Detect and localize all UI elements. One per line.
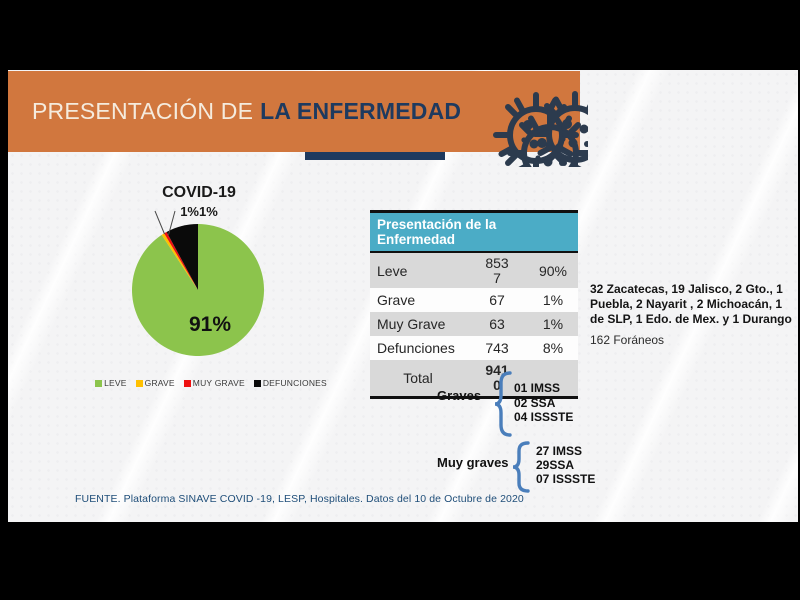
header-accent-bar — [305, 152, 445, 160]
page-title-regular: PRESENTACIÓN DE — [32, 98, 254, 124]
cell-value: 63 — [489, 316, 505, 333]
cell-value: 853 7 — [485, 255, 509, 286]
pie-slice-defunciones — [166, 224, 198, 290]
table-header: Presentación de la Enfermedad — [370, 213, 578, 253]
cell-value: 743 — [485, 340, 509, 357]
source-footnote: FUENTE. Plataforma SINAVE COVID -19, LES… — [75, 493, 524, 505]
table-row-grave: Grave 67 1% — [370, 288, 578, 313]
muy-graves-bracket — [512, 441, 530, 493]
cell-label: Defunciones — [377, 340, 455, 357]
header-banner: PRESENTACIÓN DE LA ENFERMEDAD — [8, 71, 580, 152]
cell-percent: 90% — [538, 262, 568, 279]
graves-item-imss: 01 IMSS — [514, 381, 561, 395]
page-title-bold: LA ENFERMEDAD — [260, 98, 462, 124]
slide-canvas: PRESENTACIÓN DE LA ENFERMEDAD — [8, 70, 798, 522]
cell-label: Grave — [377, 292, 416, 309]
legend-item-grave: GRAVE — [135, 378, 175, 388]
legend-swatch-grave — [135, 379, 143, 387]
graves-item-ssa: 02 SSA — [514, 395, 556, 410]
legend-item-leve: LEVE — [95, 378, 127, 388]
cell-percent: 1% — [542, 316, 564, 333]
legend-label-muy-grave: MUY GRAVE — [192, 378, 245, 388]
muy-graves-item-ssa: 29SSA — [536, 458, 575, 472]
page-title: PRESENTACIÓN DE LA ENFERMEDAD — [32, 98, 461, 125]
graves-breakdown: 01 IMSS 02 SSA 04 ISSSTE — [514, 381, 573, 425]
legend-item-muy-grave: MUY GRAVE — [183, 378, 245, 388]
legend-label-grave: GRAVE — [144, 378, 175, 388]
table-row-leve: Leve 853 7 90% — [370, 253, 578, 289]
legend-swatch-muy-grave — [183, 379, 191, 387]
graves-bracket — [494, 371, 512, 437]
table-row-muy-grave: Muy Grave 63 1% — [370, 312, 578, 337]
pie-callout-lines — [154, 210, 176, 236]
graves-label: Graves — [437, 388, 482, 403]
pie-chart — [132, 210, 265, 356]
cell-percent: 1% — [542, 292, 564, 309]
legend-label-leve: LEVE — [104, 378, 127, 388]
cell-label: Leve — [377, 262, 408, 279]
pie-legend: LEVE GRAVE MUY GRAVE DEFUNCIONES — [95, 378, 327, 388]
presentation-table: Presentación de la Enfermedad Leve 853 7… — [370, 210, 578, 399]
pie-main-slice-label: 91% — [188, 313, 232, 336]
pie-small-slice-labels: 1%1% — [180, 204, 218, 219]
pie-slice-grave — [161, 233, 198, 290]
legend-item-defunciones: DEFUNCIONES — [253, 378, 327, 388]
table-row-defunciones: Defunciones 743 8% — [370, 336, 578, 361]
table-row-total: Total 941 0 — [370, 360, 578, 396]
legend-swatch-defunciones — [253, 379, 261, 387]
foraneos-note: 162 Foráneos — [590, 333, 665, 347]
cell-percent: 8% — [542, 340, 564, 357]
muy-graves-label: Muy graves — [437, 455, 509, 470]
pie-slice-leve — [132, 224, 265, 356]
muy-graves-breakdown: 27 IMSS 29SSA 07 ISSSTE — [536, 444, 595, 486]
cell-label: Muy Grave — [377, 316, 446, 333]
pie-slices — [132, 224, 265, 356]
muy-graves-item-imss: 27 IMSS — [536, 444, 583, 458]
pie-slice-muy-grave — [164, 231, 198, 290]
states-distribution-note: 32 Zacatecas, 19 Jalisco, 2 Gto., 1 Pueb… — [590, 282, 792, 326]
coronavirus-icon — [468, 79, 588, 167]
legend-label-defunciones: DEFUNCIONES — [262, 378, 327, 388]
graves-item-issste: 04 ISSSTE — [514, 410, 574, 425]
cell-label: Total — [403, 370, 433, 387]
muy-graves-item-issste: 07 ISSSTE — [536, 472, 596, 486]
cell-value: 67 — [489, 292, 505, 309]
legend-swatch-leve — [95, 379, 103, 387]
pie-chart-title: COVID-19 — [162, 184, 236, 201]
